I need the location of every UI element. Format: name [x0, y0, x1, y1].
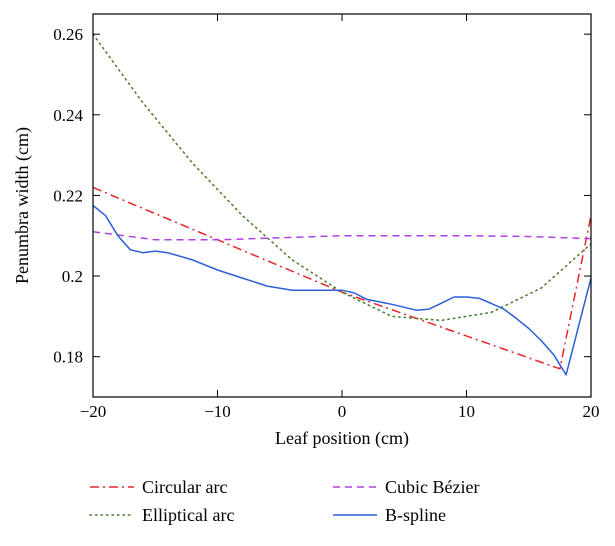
- series-line-circular-arc: [92, 186, 592, 370]
- legend-label: B-spline: [385, 505, 446, 525]
- legend: Circular arc Elliptical arc Cubic Bézier B-…: [89, 477, 479, 525]
- y-tick-label: 0.22: [53, 186, 83, 205]
- y-tick-label: 0.24: [53, 106, 83, 125]
- x-tick-label: 20: [583, 402, 600, 421]
- legend-label: Elliptical arc: [142, 505, 234, 525]
- y-tick-label: 0.26: [53, 25, 83, 44]
- legend-item: B-spline: [333, 505, 446, 525]
- plot-frame: [92, 13, 592, 398]
- x-axis-label: Leaf position (cm): [275, 428, 409, 449]
- series-line-cubic-b-zier: [92, 230, 592, 241]
- x-tick-label: 0: [338, 402, 347, 421]
- x-tick-label: −20: [80, 402, 107, 421]
- y-tick-label: 0.18: [53, 348, 83, 367]
- legend-item: Elliptical arc: [89, 505, 234, 525]
- legend-label: Circular arc: [142, 477, 227, 497]
- axis-ticks: −20 −10 0 10 20 0.18 0.2 0.22 0.24 0.26: [53, 14, 600, 421]
- y-tick-label: 0.2: [62, 267, 83, 286]
- legend-item: Cubic Bézier: [333, 477, 479, 497]
- x-tick-label: 10: [458, 402, 475, 421]
- y-axis-label: Penumbra width (cm): [12, 127, 33, 284]
- x-tick-label: −10: [204, 402, 231, 421]
- legend-label: Cubic Bézier: [385, 477, 479, 497]
- series-layer: [92, 33, 592, 376]
- series-line-elliptical-arc: [92, 33, 592, 322]
- legend-item: Circular arc: [90, 477, 227, 497]
- series-line-b-spline: [92, 204, 592, 376]
